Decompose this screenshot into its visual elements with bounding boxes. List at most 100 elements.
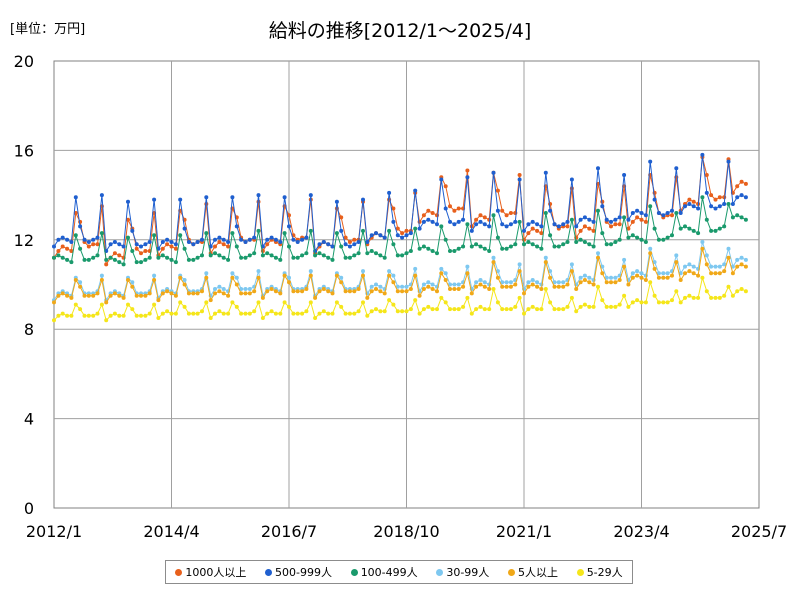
data-point [743, 195, 748, 200]
data-point [517, 173, 522, 177]
data-point [213, 251, 217, 256]
data-point [609, 242, 613, 247]
data-point [617, 215, 622, 220]
data-point [121, 262, 126, 267]
data-point [578, 275, 583, 280]
data-point [300, 237, 305, 242]
data-point [69, 240, 74, 244]
data-point [178, 197, 183, 202]
data-point [713, 295, 718, 300]
data-point [491, 260, 496, 265]
series-line [53, 275, 747, 322]
data-point [495, 188, 500, 193]
data-point [243, 291, 248, 296]
legend-label: 5人以上 [518, 566, 558, 579]
data-point [99, 231, 104, 236]
data-point [173, 246, 178, 251]
data-point [347, 289, 352, 294]
series-5 [52, 246, 748, 305]
data-point [600, 264, 605, 269]
legend-item: 5-29人 [576, 564, 623, 580]
data-point [304, 251, 309, 256]
data-point [487, 224, 492, 229]
data-point [91, 242, 96, 247]
data-point [387, 273, 392, 278]
data-point [735, 289, 740, 294]
data-point [696, 273, 701, 278]
data-point [691, 228, 696, 233]
data-point [91, 237, 96, 242]
data-point [556, 244, 561, 249]
data-point [726, 284, 731, 289]
data-point [439, 271, 444, 276]
data-point [535, 307, 540, 312]
data-point [691, 295, 696, 300]
data-point [374, 287, 378, 291]
data-point [456, 219, 461, 224]
data-point [82, 237, 87, 242]
data-point [500, 307, 505, 312]
data-point [670, 233, 674, 238]
data-point [526, 240, 531, 244]
data-point [147, 255, 152, 260]
data-point [413, 226, 418, 231]
data-point [217, 284, 222, 289]
data-point [169, 240, 174, 244]
data-point [256, 228, 261, 233]
data-point [674, 260, 679, 265]
data-point [478, 282, 483, 287]
data-point [639, 217, 644, 222]
data-point [291, 289, 296, 294]
data-point [182, 278, 187, 282]
data-point [443, 237, 448, 242]
data-point [330, 291, 335, 296]
data-point [743, 181, 748, 186]
data-point [247, 237, 252, 242]
data-point [374, 231, 378, 236]
series-line [53, 241, 747, 302]
data-point [500, 280, 505, 285]
data-point [295, 289, 300, 294]
data-point [613, 217, 618, 222]
data-point [596, 284, 600, 289]
data-point [408, 249, 413, 253]
data-point [160, 253, 165, 258]
data-point [630, 300, 635, 305]
data-point [195, 240, 200, 244]
y-tick-label: 16 [14, 141, 34, 160]
data-point [287, 244, 291, 249]
data-point [365, 313, 370, 318]
data-point [561, 222, 566, 227]
data-point [256, 193, 261, 198]
data-point [495, 208, 500, 213]
data-point [147, 291, 152, 296]
data-point [574, 287, 579, 291]
data-point [334, 300, 339, 305]
data-point [565, 282, 570, 287]
data-point [652, 226, 657, 231]
data-point [622, 173, 627, 177]
data-point [452, 249, 457, 253]
data-point [704, 253, 709, 258]
data-point [378, 233, 383, 238]
data-point [421, 282, 426, 287]
data-point [530, 304, 535, 309]
unit-label: [単位：万円] [10, 22, 86, 37]
data-point [347, 311, 352, 316]
data-point [722, 202, 727, 206]
series-2 [52, 152, 748, 253]
data-point [139, 251, 143, 256]
data-point [704, 289, 709, 294]
data-point [52, 244, 56, 249]
data-point [656, 211, 661, 215]
data-point [430, 287, 435, 291]
data-point [200, 309, 204, 314]
data-point [426, 208, 431, 213]
data-point [556, 284, 561, 289]
data-point [626, 235, 631, 240]
data-point [295, 311, 300, 316]
data-point [474, 284, 479, 289]
data-point [474, 307, 479, 312]
data-point [548, 275, 553, 280]
data-point [626, 282, 631, 287]
